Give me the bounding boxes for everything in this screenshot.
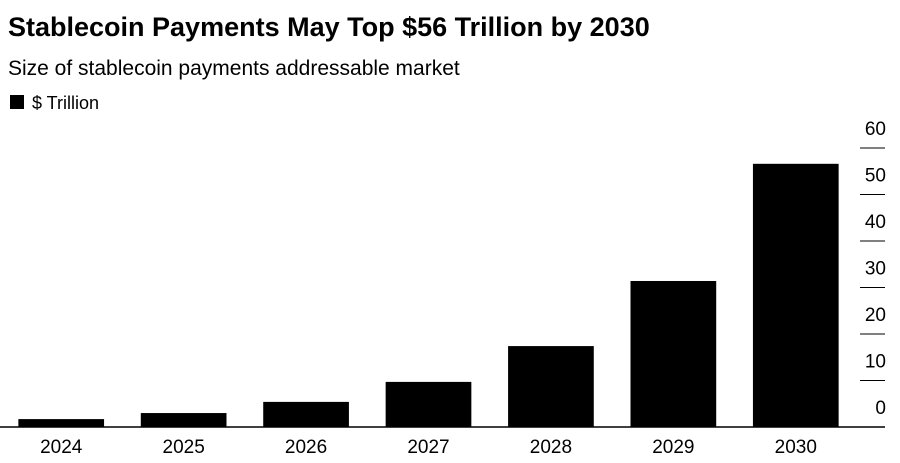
x-tick-label: 2026 bbox=[285, 437, 327, 458]
chart-subtitle: Size of stablecoin payments addressable … bbox=[8, 57, 460, 80]
bar bbox=[752, 163, 839, 427]
x-tick-label: 2025 bbox=[163, 437, 205, 458]
bar bbox=[508, 346, 594, 427]
y-tick-label: 20 bbox=[865, 305, 886, 326]
chart-title: Stablecoin Payments May Top $56 Trillion… bbox=[8, 12, 650, 42]
y-tick-label: 60 bbox=[865, 119, 886, 140]
legend-swatch bbox=[10, 95, 24, 109]
y-tick-label: 30 bbox=[865, 259, 886, 280]
x-tick-label: 2027 bbox=[407, 437, 449, 458]
x-tick-label: 2029 bbox=[652, 437, 694, 458]
bar bbox=[630, 280, 717, 427]
bar bbox=[385, 381, 472, 427]
x-tick-label: 2030 bbox=[775, 437, 817, 458]
x-tick-label: 2024 bbox=[40, 437, 83, 458]
y-tick-label: 10 bbox=[865, 352, 886, 373]
bar bbox=[263, 401, 349, 427]
y-tick-label: 40 bbox=[865, 212, 886, 233]
y-tick-label: 0 bbox=[875, 398, 886, 419]
legend-label: $ Trillion bbox=[32, 93, 99, 113]
bar bbox=[18, 419, 105, 427]
bar bbox=[140, 413, 227, 427]
y-tick-label: 50 bbox=[865, 166, 886, 187]
x-tick-label: 2028 bbox=[530, 437, 572, 458]
